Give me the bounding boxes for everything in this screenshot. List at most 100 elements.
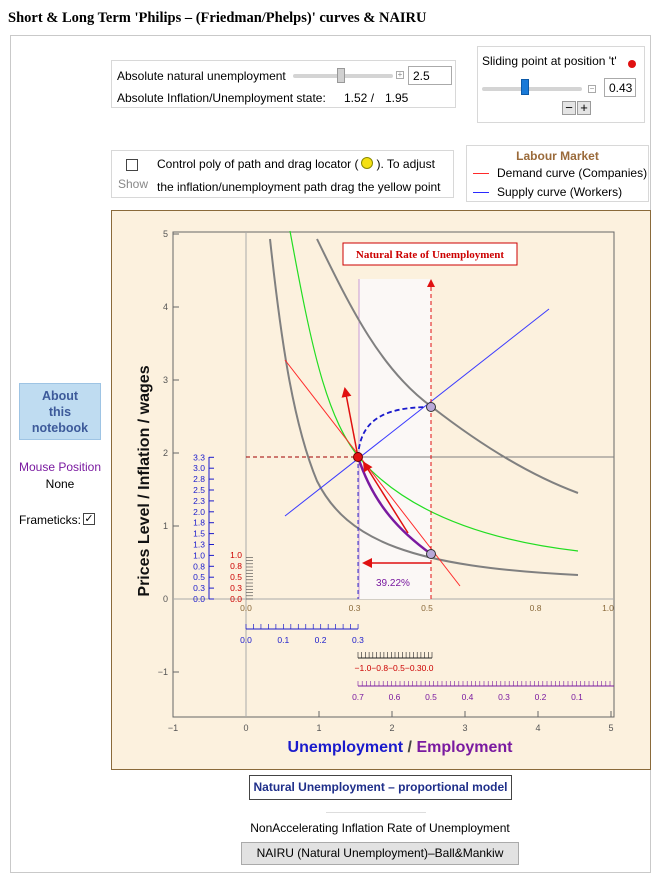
red-scale-tick: 0.0: [230, 594, 242, 604]
sub-red-ticks: −1.0−0.8−0.5−0.30.0: [355, 663, 434, 673]
annotation-text: Natural Rate of Unemployment: [356, 249, 505, 261]
legend-title: Labour Market: [516, 149, 599, 163]
y-tick-label: 1: [163, 521, 168, 531]
blue-scale-tick: 3.3: [193, 452, 205, 462]
inner-x-tick-label: 0.8: [530, 603, 542, 613]
show-checkbox[interactable]: [126, 159, 138, 171]
sub-purple-tick: 0.1: [571, 692, 583, 702]
about-line2: this: [48, 405, 72, 419]
sub-purple-tick: 0.2: [535, 692, 547, 702]
natural-rate-region: [359, 279, 431, 599]
sub-purple-tick: 0.6: [389, 692, 401, 702]
y-tick-label: 0: [163, 594, 168, 604]
x-tick-label: 0: [243, 723, 248, 733]
poly-text-line2: the inflation/unemployment path drag the…: [157, 180, 441, 194]
natural-unemployment-input[interactable]: 2.5: [408, 66, 452, 85]
demand-legend-swatch: [473, 173, 489, 174]
page-title: Short & Long Term 'Philips – (Friedman/P…: [8, 10, 427, 26]
natural-unemployment-panel: Absolute natural unemployment + 2.5 Abso…: [111, 60, 456, 108]
annotation-box: [342, 242, 518, 266]
plot-frame-box: [172, 231, 615, 718]
inner-x-tick-label: 0.0: [240, 603, 252, 613]
y-tick-label: 4: [163, 302, 168, 312]
show-checkbox-label: Show: [118, 177, 149, 191]
frame-ticks: −1 0 1 2 3 4 5 −1 0 1 2 3 4 5: [158, 229, 614, 733]
inflation-arrow: [341, 387, 359, 458]
long-run-point[interactable]: [426, 402, 436, 412]
about-notebook-button[interactable]: About this notebook: [19, 383, 101, 440]
y-tick-label: 2: [163, 448, 168, 458]
expand-icon[interactable]: +: [396, 70, 404, 79]
y-tick-label: −1: [158, 667, 168, 677]
yellow-locator-icon: [361, 157, 374, 169]
x-tick-label: 1: [316, 723, 321, 733]
frameticks-checkbox[interactable]: ✓: [83, 513, 95, 525]
short-run-philips-curve: [269, 238, 579, 576]
sliding-point-input[interactable]: 0.43: [604, 78, 636, 97]
y-axis-label: Prices Level / Inflation / wages: [136, 365, 153, 596]
blue-scale-tick: 2.0: [193, 507, 205, 517]
natural-unemployment-slider-thumb[interactable]: [337, 68, 345, 83]
blue-scale-tick: 1.5: [193, 529, 205, 539]
natural-unemployment-label: Absolute natural unemployment: [117, 69, 286, 83]
adjustment-path: [357, 406, 432, 458]
sub-blue-tick: 0.2: [315, 635, 327, 645]
about-line3: notebook: [31, 421, 89, 435]
green-curve: [289, 230, 579, 552]
blue-scale-tick: 0.8: [193, 561, 205, 571]
mouse-position-value: None: [45, 477, 75, 491]
state-label: Absolute Inflation/Unemployment state:: [117, 91, 326, 105]
sliding-point-label: Sliding point at position 't': [482, 54, 617, 68]
red-dot-icon: [628, 60, 636, 68]
red-scale-tick: 1.0: [230, 550, 242, 560]
blue-scale-tick: 2.5: [193, 485, 205, 495]
inner-x-tick-label: 0.3: [349, 603, 361, 613]
collapse-icon[interactable]: −: [588, 84, 596, 93]
proportional-model-button[interactable]: Natural Unemployment – proportional mode…: [249, 775, 512, 800]
mouse-position-label: Mouse Position: [18, 460, 102, 474]
poly-text-line1: Control poly of path and drag locator ()…: [157, 157, 435, 171]
blue-scale-tick: 0.5: [193, 572, 205, 582]
sub-blue-tick: 0.0: [240, 635, 252, 645]
supply-legend-label: Supply curve (Workers): [497, 185, 623, 199]
about-line1: About: [41, 389, 79, 403]
blue-scale-tick: 1.3: [193, 540, 205, 550]
increment-button[interactable]: +: [577, 101, 591, 115]
y-tick-label: 5: [163, 229, 168, 239]
nairu-button[interactable]: NAIRU (Natural Unemployment)–Ball&Mankiw: [241, 842, 519, 865]
plot-frame: −1 0 1 2 3 4 5 −1 0 1 2 3 4 5 39.22% Natural Rate of …: [111, 210, 651, 770]
philips-curve-plot[interactable]: −1 0 1 2 3 4 5 −1 0 1 2 3 4 5 39.22% Natural Rate of …: [112, 211, 650, 769]
sub-blue-tick: 0.1: [277, 635, 289, 645]
frameticks-label: Frameticks:: [19, 513, 82, 527]
inner-scales: 0.0 0.3 0.5 0.8 1.00.00.30.50.81.01.31.51.82…: [193, 452, 614, 702]
percent-label: 39.22%: [376, 578, 410, 589]
blue-scale-tick: 2.3: [193, 496, 205, 506]
control-poly-panel: Show Control poly of path and drag locat…: [111, 150, 454, 198]
short-run-point[interactable]: [426, 549, 436, 559]
sliding-point-slider-track[interactable]: [482, 87, 582, 91]
blue-scale-tick: 3.0: [193, 463, 205, 473]
nairu-caption: NonAccelerating Inflation Rate of Unempl…: [250, 821, 510, 835]
path-arrow: [362, 461, 409, 534]
sub-purple-tick: 0.5: [425, 692, 437, 702]
red-scale-tick: 0.8: [230, 561, 242, 571]
labour-market-legend: Labour Market Demand curve (Companies) S…: [466, 145, 649, 202]
blue-scale-tick: 1.8: [193, 518, 205, 528]
x-tick-label: 5: [608, 723, 613, 733]
inner-x-tick-label: 1.0: [602, 603, 614, 613]
supply-legend-swatch: [473, 192, 489, 193]
sub-blue-tick: 0.3: [352, 635, 364, 645]
red-scale-tick: 0.5: [230, 572, 242, 582]
sliding-point-slider-thumb[interactable]: [521, 79, 529, 95]
blue-scale-tick: 2.8: [193, 474, 205, 484]
x-tick-label: 2: [389, 723, 394, 733]
blue-scale-tick: 0.3: [193, 583, 205, 593]
inner-x-tick-label: 0.5: [421, 603, 433, 613]
x-axis-label: Unemployment / Employment: [288, 739, 514, 756]
sub-purple-tick: 0.4: [462, 692, 474, 702]
decrement-button[interactable]: −: [562, 101, 576, 115]
employment-path: [356, 456, 432, 556]
state-point[interactable]: [353, 452, 363, 462]
y-tick-label: 3: [163, 375, 168, 385]
state-unemployment-value: 1.95: [385, 91, 409, 105]
